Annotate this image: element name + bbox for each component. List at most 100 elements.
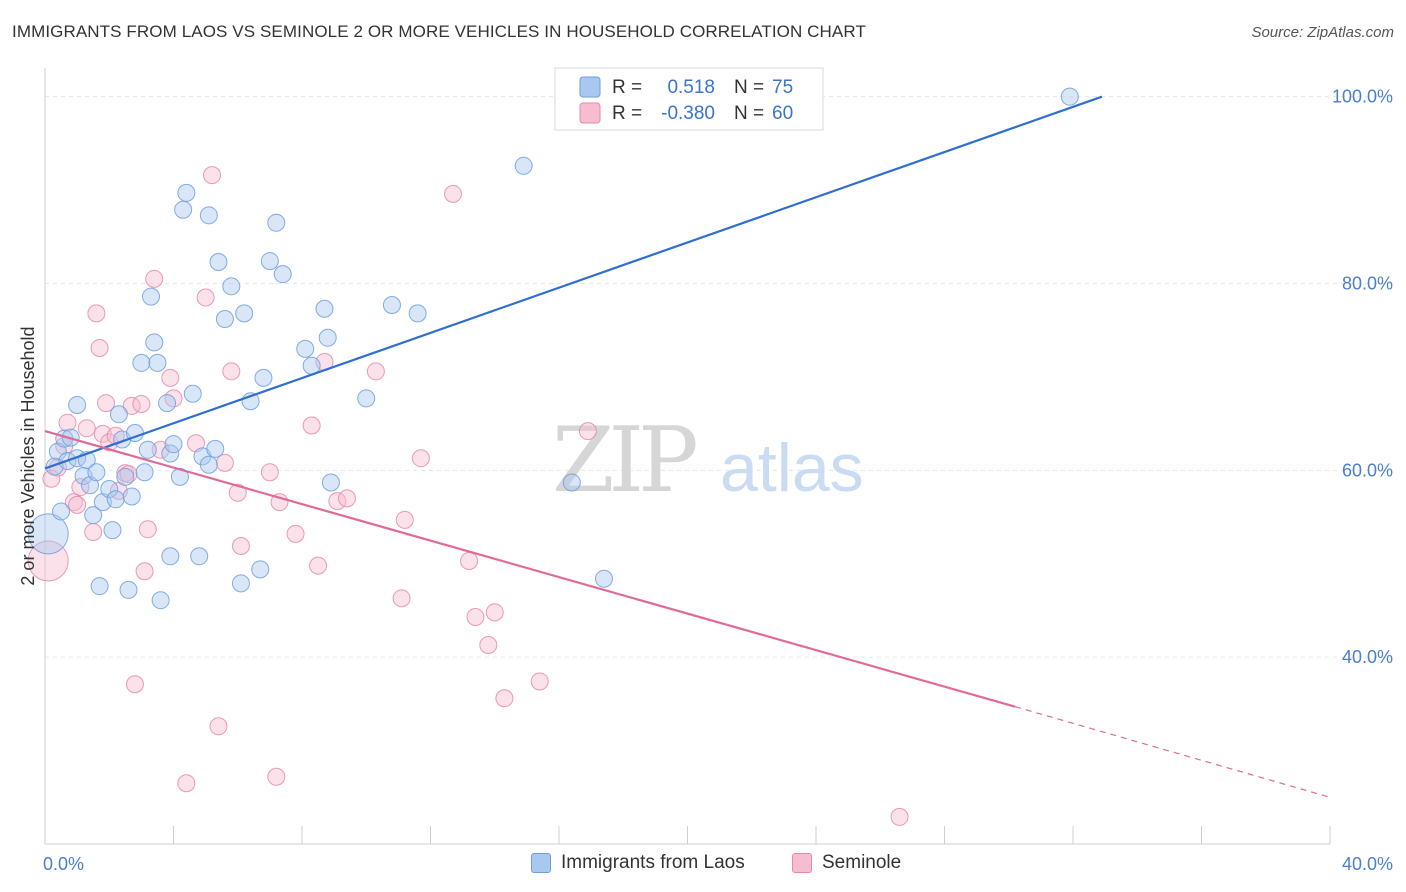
data-point — [116, 467, 135, 486]
stats-n-value-blue: 75 — [772, 77, 793, 98]
data-point — [890, 807, 909, 826]
y-tick-label: 80.0% — [1342, 274, 1393, 294]
data-point — [177, 183, 196, 202]
chart-title: IMMIGRANTS FROM LAOS VS SEMINOLE 2 OR MO… — [12, 22, 866, 41]
data-point — [145, 333, 164, 352]
data-point — [103, 521, 122, 540]
data-point — [138, 440, 157, 459]
data-point — [87, 304, 106, 323]
data-point — [135, 562, 154, 581]
data-point — [100, 480, 119, 499]
data-point — [318, 328, 337, 347]
data-point — [206, 439, 225, 458]
data-point — [80, 476, 99, 495]
data-point — [209, 717, 228, 736]
y-axis-label: 2 or more Vehicles in Household — [18, 326, 38, 585]
data-point — [68, 495, 87, 514]
legend-item-laos: Immigrants from Laos — [531, 852, 745, 874]
data-point — [177, 774, 196, 793]
data-point — [479, 636, 498, 655]
data-point — [52, 502, 71, 521]
data-point — [260, 463, 279, 482]
data-point — [392, 589, 411, 608]
data-point — [382, 295, 401, 314]
source-credit: Source: ZipAtlas.com — [1251, 24, 1394, 41]
data-point — [357, 389, 376, 408]
data-point — [90, 338, 109, 357]
legend-swatch-laos — [531, 853, 551, 873]
data-point — [164, 389, 183, 408]
data-point — [119, 580, 138, 599]
data-point — [254, 368, 273, 387]
legend-item-seminole: Seminole — [792, 852, 901, 874]
data-point — [122, 487, 141, 506]
data-point — [296, 339, 315, 358]
data-point — [411, 449, 430, 468]
data-point — [158, 394, 177, 413]
y-tick-labels: 40.0% 60.0% 80.0% 100.0% — [1332, 87, 1393, 667]
watermark: ZIP atlas — [552, 408, 864, 513]
data-point — [174, 200, 193, 219]
data-point — [77, 419, 96, 438]
x-tick-label-min: 0.0% — [43, 854, 84, 874]
data-point — [222, 277, 241, 296]
data-point — [267, 213, 286, 232]
data-point — [84, 506, 103, 525]
data-point — [125, 675, 144, 694]
trend-line-extension-pink — [1015, 706, 1331, 798]
data-point — [594, 569, 613, 588]
data-point — [251, 560, 270, 579]
stats-r-label-pink: R = — [612, 103, 642, 124]
data-point — [151, 591, 170, 610]
legend-label-laos: Immigrants from Laos — [561, 852, 745, 873]
stats-swatch-pink — [579, 102, 601, 124]
data-point — [209, 253, 228, 272]
data-point — [106, 490, 125, 509]
stats-r-value-pink: -0.380 — [661, 103, 715, 124]
data-point — [286, 524, 305, 543]
data-point — [161, 444, 180, 463]
axes — [44, 68, 1331, 845]
data-point — [132, 395, 151, 414]
data-point — [58, 413, 77, 432]
watermark-zip: ZIP — [552, 408, 696, 513]
data-point — [309, 556, 328, 575]
series-seminole-points — [27, 166, 909, 826]
data-point — [145, 269, 164, 288]
trend-line-pink — [44, 430, 1016, 708]
data-point — [148, 353, 167, 372]
stats-r-value-blue: 0.518 — [667, 77, 715, 98]
data-point — [138, 520, 157, 539]
data-point — [228, 483, 247, 502]
data-point — [27, 513, 69, 555]
data-point — [337, 489, 356, 508]
stats-r-label-blue: R = — [612, 77, 642, 98]
data-point — [199, 455, 218, 474]
data-point — [267, 767, 286, 786]
series-laos-points — [27, 87, 1079, 610]
data-point — [514, 156, 533, 175]
data-point — [68, 395, 87, 414]
legend-swatch-seminole — [792, 853, 812, 873]
data-point — [530, 672, 549, 691]
data-point — [42, 469, 61, 488]
trend-line-blue — [44, 95, 1103, 470]
data-point — [142, 287, 161, 306]
data-point — [190, 547, 209, 566]
x-tick-label-max: 40.0% — [1342, 854, 1393, 874]
stats-n-label-pink: N = — [734, 103, 764, 124]
data-point — [199, 206, 218, 225]
legend-label-seminole: Seminole — [822, 852, 902, 873]
data-point — [443, 184, 462, 203]
trend-lines — [44, 95, 1331, 798]
data-point — [135, 463, 154, 482]
data-point — [203, 166, 222, 185]
data-point — [1060, 87, 1079, 106]
data-point — [186, 434, 205, 453]
data-point — [215, 310, 234, 329]
data-point — [408, 304, 427, 323]
data-point — [183, 384, 202, 403]
data-point — [578, 422, 597, 441]
data-point — [231, 574, 250, 593]
